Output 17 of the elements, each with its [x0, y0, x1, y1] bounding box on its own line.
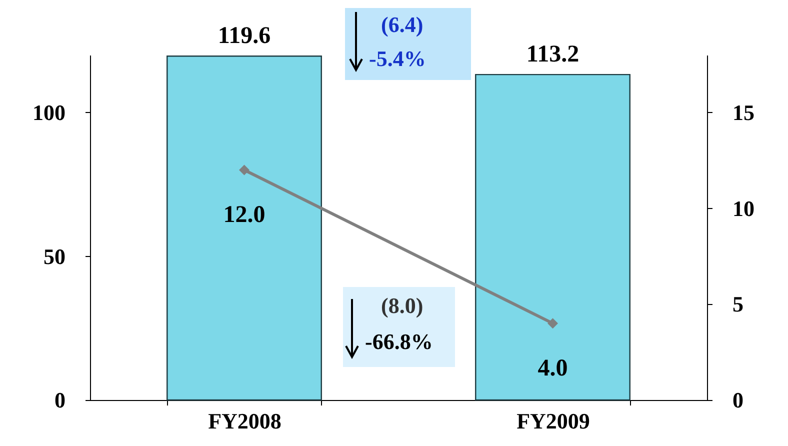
x-tick-label: FY2009	[516, 408, 590, 434]
annotation: -5.4%	[369, 46, 426, 72]
text: (6.4)	[381, 12, 424, 38]
y2-tick-label: 0	[732, 388, 744, 412]
y-tick-label: 0	[54, 388, 66, 412]
annotation: (8.0)	[381, 293, 424, 319]
y2-tick-label: 10	[732, 196, 754, 221]
x-tick-label: FY2008	[208, 408, 282, 434]
y-tick-label: 50	[44, 244, 66, 269]
y2-tick-label: 15	[732, 100, 754, 125]
data-label: 113.2	[526, 42, 580, 68]
annotation: -66.8%	[365, 329, 433, 355]
data-label: 12.0	[223, 202, 266, 228]
data-label: 119.6	[218, 23, 271, 50]
y-tick-label: 100	[32, 100, 66, 125]
y2-tick-label: 5	[732, 292, 744, 317]
data-label: 4.0	[538, 355, 568, 382]
